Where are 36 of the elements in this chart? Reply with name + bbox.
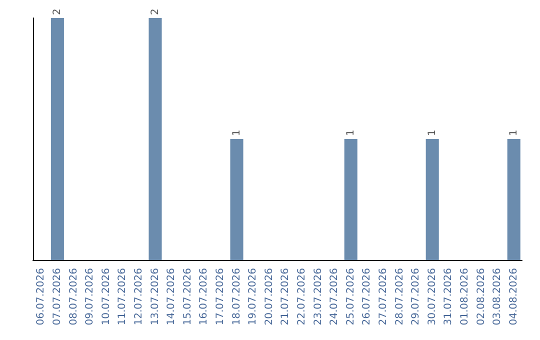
x-tick-label: 11.07.2026 (117, 268, 128, 326)
x-tick-label: 22.07.2026 (296, 268, 308, 326)
x-tick-label: 18.07.2026 (231, 268, 242, 326)
x-tick-label: 09.07.2026 (84, 268, 96, 326)
x-tick-label: 23.07.2026 (312, 268, 324, 326)
x-tick-label: 02.08.2026 (476, 268, 487, 326)
x-tick-label: 24.07.2026 (329, 268, 340, 326)
x-tick-label: 10.07.2026 (100, 268, 112, 326)
data-label: 1 (508, 130, 520, 136)
x-tick-label: 20.07.2026 (264, 268, 275, 326)
x-tick-label: 04.08.2026 (508, 268, 520, 326)
x-tick-label: 30.07.2026 (426, 268, 438, 326)
x-tick-label: 03.08.2026 (492, 268, 504, 326)
x-tick-label: 13.07.2026 (150, 268, 161, 326)
x-tick-label: 07.07.2026 (52, 268, 63, 326)
data-label: 1 (345, 130, 356, 136)
x-tick-label: 08.07.2026 (68, 268, 80, 326)
x-tick-label: 26.07.2026 (362, 268, 373, 326)
x-tick-label: 25.07.2026 (345, 268, 356, 326)
x-tick-label: 19.07.2026 (248, 268, 259, 326)
x-tick-label: 31.07.2026 (443, 268, 454, 326)
x-tick-label: 28.07.2026 (394, 268, 406, 326)
x-tick-label: 01.08.2026 (459, 268, 470, 326)
x-tick-label: 17.07.2026 (214, 268, 226, 326)
x-tick-label: 14.07.2026 (166, 268, 178, 326)
data-label: 1 (231, 130, 242, 136)
x-tick-label: 29.07.2026 (410, 268, 422, 326)
x-tick-label: 06.07.2026 (36, 268, 47, 326)
x-tick-label: 12.07.2026 (133, 268, 144, 326)
data-label: 2 (52, 8, 63, 15)
x-tick-label: 27.07.2026 (378, 268, 389, 326)
data-label: 2 (150, 8, 161, 15)
x-tick-label: 16.07.2026 (198, 268, 210, 326)
x-tick-label: 21.07.2026 (280, 268, 292, 326)
data-label: 1 (426, 130, 438, 136)
x-tick-label: 15.07.2026 (182, 268, 194, 326)
